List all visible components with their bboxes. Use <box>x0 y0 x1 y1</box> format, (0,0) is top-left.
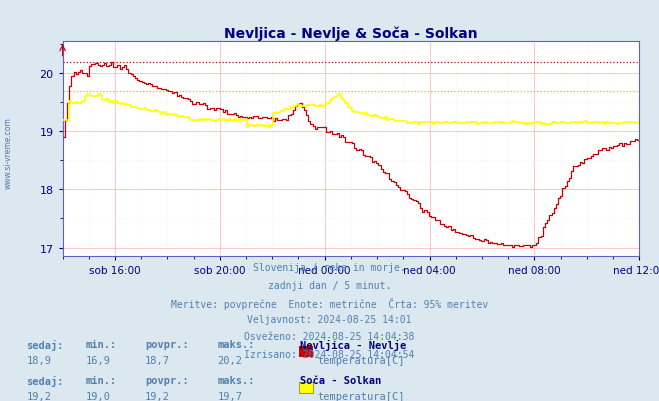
Text: 19,2: 19,2 <box>26 391 51 401</box>
Text: 19,0: 19,0 <box>86 391 111 401</box>
Text: Soča - Solkan: Soča - Solkan <box>300 375 381 385</box>
Text: 18,9: 18,9 <box>26 355 51 365</box>
Text: povpr.:: povpr.: <box>145 375 188 385</box>
Text: 16,9: 16,9 <box>86 355 111 365</box>
Text: Nevljica - Nevlje: Nevljica - Nevlje <box>300 339 406 350</box>
Text: temperatura[C]: temperatura[C] <box>318 391 405 401</box>
Text: temperatura[C]: temperatura[C] <box>318 355 405 365</box>
Text: min.:: min.: <box>86 375 117 385</box>
Text: min.:: min.: <box>86 339 117 349</box>
Text: sedaj:: sedaj: <box>26 375 64 386</box>
Text: Osveženo: 2024-08-25 14:04:38: Osveženo: 2024-08-25 14:04:38 <box>244 332 415 342</box>
Text: povpr.:: povpr.: <box>145 339 188 349</box>
Text: maks.:: maks.: <box>217 375 255 385</box>
Text: Izrisano: 2024-08-25 14:04:54: Izrisano: 2024-08-25 14:04:54 <box>244 349 415 359</box>
Text: 20,2: 20,2 <box>217 355 243 365</box>
Text: Slovenija / reke in morje.: Slovenija / reke in morje. <box>253 263 406 273</box>
Text: Meritve: povprečne  Enote: metrične  Črta: 95% meritev: Meritve: povprečne Enote: metrične Črta:… <box>171 297 488 309</box>
Text: maks.:: maks.: <box>217 339 255 349</box>
Text: sedaj:: sedaj: <box>26 339 64 350</box>
Text: zadnji dan / 5 minut.: zadnji dan / 5 minut. <box>268 280 391 290</box>
Text: 18,7: 18,7 <box>145 355 170 365</box>
Text: Veljavnost: 2024-08-25 14:01: Veljavnost: 2024-08-25 14:01 <box>247 314 412 324</box>
Text: www.si-vreme.com: www.si-vreme.com <box>3 117 13 188</box>
Title: Nevljica - Nevlje & Soča - Solkan: Nevljica - Nevlje & Soča - Solkan <box>224 26 478 41</box>
Text: 19,2: 19,2 <box>145 391 170 401</box>
Text: 19,7: 19,7 <box>217 391 243 401</box>
